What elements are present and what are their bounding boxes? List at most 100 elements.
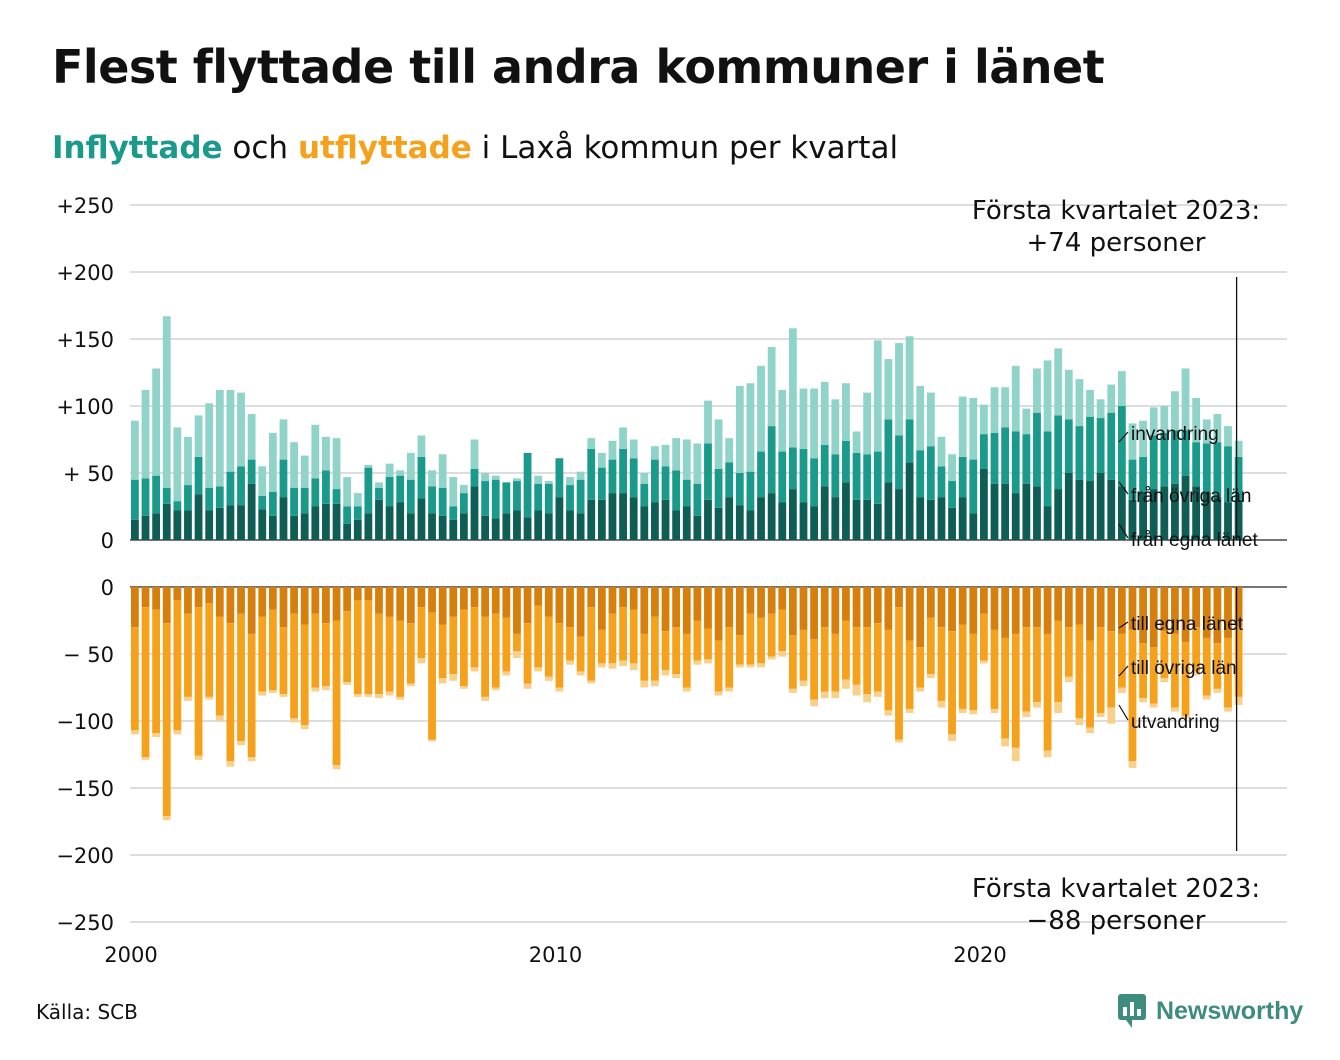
- out-bar-ovriga: [1011, 633, 1020, 748]
- in-bar-invandring: [322, 436, 330, 471]
- in-bar-ovriga: [513, 481, 521, 511]
- in-bar-invandring: [640, 473, 649, 484]
- in-bar-ovriga: [735, 473, 744, 506]
- in-bar-invandring: [884, 359, 893, 420]
- in-bar-invandring: [428, 470, 436, 487]
- out-bar-egna: [279, 587, 288, 628]
- out-bar-ovriga: [513, 633, 521, 652]
- in-bar-ovriga: [597, 467, 606, 500]
- out-bar-egna: [587, 587, 596, 608]
- in-bar-ovriga: [831, 454, 840, 498]
- out-bar-ovriga: [544, 616, 553, 677]
- out-bar-egna: [459, 587, 468, 610]
- out-bar-ovriga: [937, 627, 946, 701]
- in-bar-ovriga: [481, 481, 490, 516]
- out-bar-egna: [1234, 587, 1243, 628]
- in-bar-invandring: [184, 436, 192, 486]
- out-bar-ovriga: [141, 607, 150, 758]
- in-bar-invandring: [1064, 369, 1073, 420]
- out-bar-egna: [226, 587, 235, 624]
- in-bar-egna: [969, 513, 978, 540]
- x-tick-label: 2000: [104, 943, 157, 967]
- in-bar-egna: [279, 497, 288, 540]
- out-bar-egna: [1096, 587, 1105, 628]
- in-bar-egna: [714, 507, 723, 540]
- out-bar-ovriga: [1202, 637, 1211, 696]
- out-bar-egna: [937, 587, 946, 628]
- out-bar-utvandring: [884, 710, 893, 716]
- top-annotation-line-2: +74 personer: [1027, 228, 1206, 258]
- in-bar-invandring: [714, 419, 723, 469]
- in-bar-ovriga: [1171, 430, 1179, 484]
- out-bar-ovriga: [322, 623, 330, 687]
- in-bar-egna: [459, 513, 468, 540]
- in-bar-ovriga: [385, 477, 394, 507]
- out-bar-egna: [778, 587, 787, 610]
- out-bar-egna: [693, 587, 702, 621]
- out-bar-egna: [237, 587, 245, 614]
- out-bar-utvandring: [290, 718, 298, 723]
- out-bar-utvandring: [958, 708, 967, 713]
- out-bar-ovriga: [311, 613, 320, 688]
- out-bar-egna: [597, 587, 606, 630]
- in-bar-invandring: [1202, 419, 1211, 444]
- in-bar-invandring: [194, 415, 203, 457]
- out-bar-utvandring: [1128, 761, 1137, 768]
- out-bar-egna: [131, 587, 139, 628]
- in-bar-ovriga: [1075, 426, 1084, 480]
- out-bar-egna: [842, 587, 850, 621]
- in-bar-egna: [1096, 473, 1105, 540]
- in-bar-invandring: [842, 383, 850, 441]
- in-bar-ovriga: [969, 459, 978, 514]
- out-bar-egna: [873, 587, 882, 624]
- out-bar-ovriga: [184, 613, 192, 697]
- out-bar-egna: [449, 587, 458, 617]
- in-bar-invandring: [247, 414, 256, 460]
- out-bar-utvandring: [757, 663, 765, 668]
- in-bar-ovriga: [714, 468, 723, 508]
- in-bar-ovriga: [884, 419, 893, 483]
- out-bar-utvandring: [608, 663, 617, 669]
- in-bar-egna: [194, 494, 203, 540]
- in-bar-ovriga: [237, 466, 245, 506]
- in-bar-ovriga: [364, 467, 373, 514]
- out-bar-egna: [173, 587, 182, 601]
- out-bar-egna: [725, 587, 734, 628]
- in-bar-egna: [491, 518, 500, 540]
- out-bar-utvandring: [1202, 695, 1211, 700]
- in-bar-egna: [184, 510, 192, 540]
- in-bar-egna: [364, 513, 373, 540]
- in-bar-invandring: [1213, 414, 1222, 443]
- out-bar-ovriga: [810, 639, 818, 700]
- out-bar-utvandring: [141, 757, 150, 760]
- in-bar-egna: [682, 506, 691, 540]
- out-bar-ovriga: [693, 620, 702, 661]
- out-bar-utvandring: [131, 730, 139, 735]
- out-bar-ovriga: [587, 607, 596, 681]
- in-bar-invandring: [491, 475, 500, 480]
- out-bar-utvandring: [1096, 712, 1105, 717]
- in-bar-egna: [619, 493, 627, 540]
- in-bar-invandring: [778, 389, 787, 452]
- in-bar-ovriga: [502, 482, 511, 514]
- in-bar-ovriga: [778, 451, 787, 503]
- out-bar-utvandring: [1011, 747, 1020, 762]
- in-bar-ovriga: [258, 495, 267, 510]
- out-bar-utvandring: [268, 690, 277, 693]
- in-bar-invandring: [290, 442, 298, 488]
- out-bar-utvandring: [661, 670, 670, 676]
- in-bar-ovriga: [1149, 435, 1158, 490]
- in-bar-egna: [629, 497, 638, 540]
- in-bar-egna: [247, 483, 256, 540]
- out-bar-utvandring: [375, 694, 383, 699]
- in-bar-egna: [1181, 475, 1190, 540]
- in-bar-ovriga: [491, 479, 500, 519]
- out-bar-ovriga: [1234, 627, 1243, 697]
- out-bar-ovriga: [640, 633, 649, 681]
- top-y-tick-label: +150: [56, 328, 114, 352]
- out-bar-ovriga: [428, 612, 436, 740]
- out-bar-utvandring: [587, 680, 596, 684]
- in-bar-invandring: [1096, 399, 1105, 419]
- in-bar-ovriga: [1234, 456, 1243, 500]
- out-bar-ovriga: [1075, 624, 1084, 719]
